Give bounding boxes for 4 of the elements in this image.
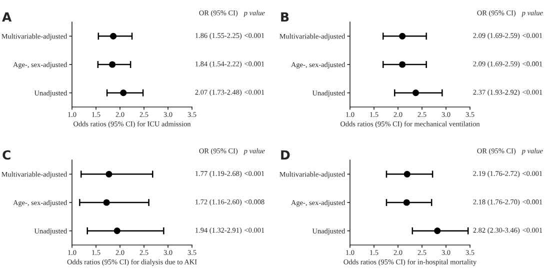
- chart-title: A: [2, 12, 12, 22]
- chart-title: B: [281, 12, 289, 22]
- chart-title: C: [2, 150, 10, 160]
- chart-title: D: [281, 150, 290, 160]
